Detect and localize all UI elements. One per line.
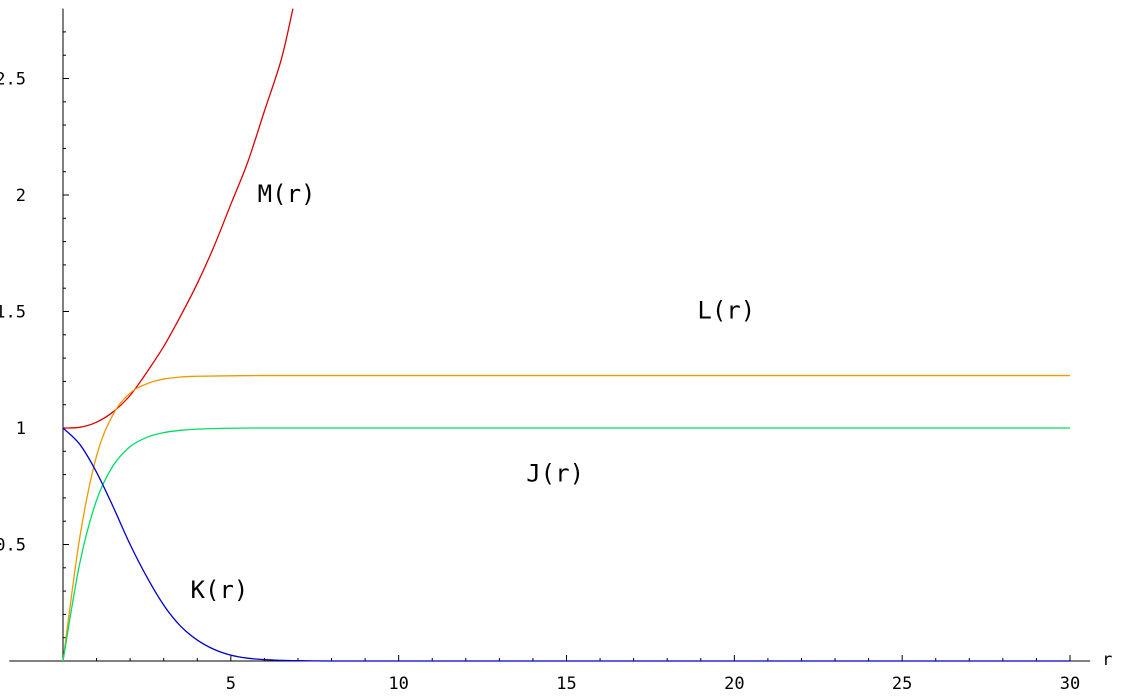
series-line-mr xyxy=(62,8,294,429)
minor-ticks xyxy=(63,31,1037,661)
x-tick-label: 10 xyxy=(388,674,408,694)
y-tick-label: 2.5 xyxy=(0,70,26,90)
x-tick-label: 20 xyxy=(724,674,744,694)
x-tick-label: 5 xyxy=(226,674,236,694)
axes: 5 10 15 20 25 30 0.5 1 1.5 2 2.5 r xyxy=(0,8,1112,694)
y-tick-label: 0.5 xyxy=(0,536,26,556)
x-tick-label: 15 xyxy=(556,674,576,694)
y-tick-label: 1.5 xyxy=(0,303,26,323)
y-tick-label: 2 xyxy=(16,186,26,206)
series-label-kr: K(r) xyxy=(191,576,249,604)
x-tick-label: 30 xyxy=(1060,674,1080,694)
series-annotations: M(r) L(r) J(r) K(r) xyxy=(191,180,756,604)
series-line-kr xyxy=(62,427,1070,662)
x-axis-label: r xyxy=(1102,650,1112,670)
y-ticks: 0.5 1 1.5 2 2.5 xyxy=(0,70,69,556)
series-label-mr: M(r) xyxy=(258,180,316,208)
y-tick-label: 1 xyxy=(16,419,26,439)
x-tick-label: 25 xyxy=(892,674,912,694)
series-label-jr: J(r) xyxy=(526,460,584,488)
series-line-jr xyxy=(62,427,1070,662)
x-ticks: 5 10 15 20 25 30 xyxy=(226,655,1080,694)
series-line-lr xyxy=(62,374,1070,662)
series-label-lr: L(r) xyxy=(697,296,755,324)
series-curves xyxy=(62,8,1070,662)
